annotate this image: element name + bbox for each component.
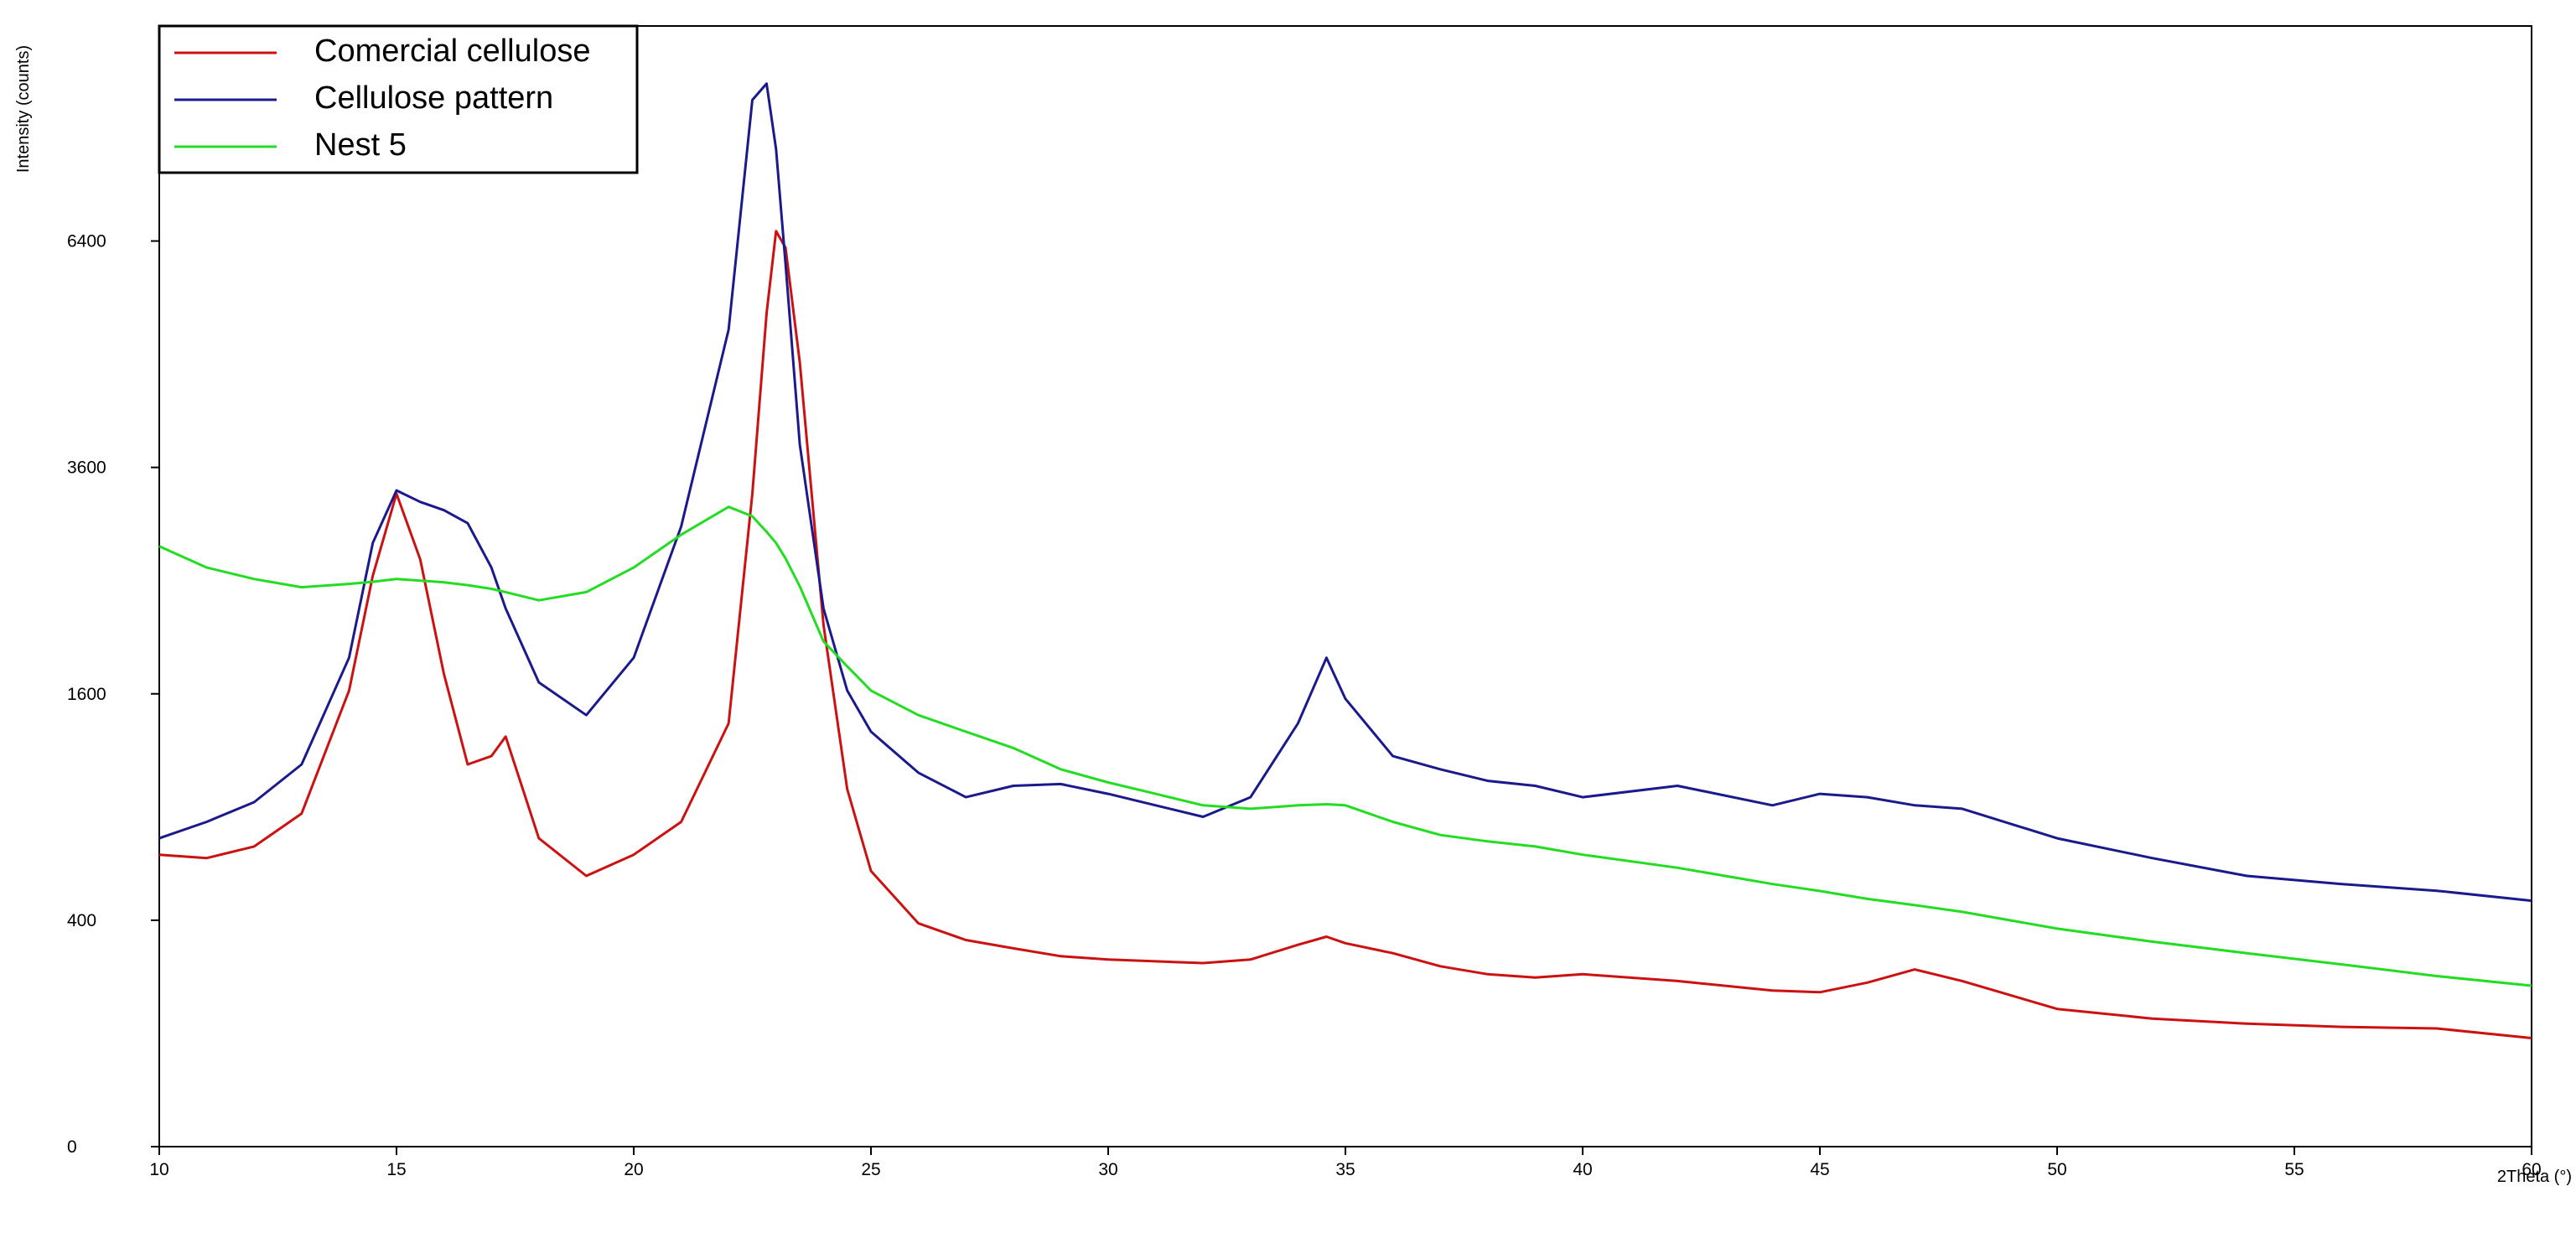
- data-line: [158, 505, 2532, 987]
- x-tick-label: 60: [2522, 1160, 2541, 1179]
- x-tick-label: 15: [386, 1160, 406, 1179]
- x-axis-title: 2Theta (°): [2497, 1168, 2572, 1186]
- y-tick-label: 1600: [67, 685, 106, 704]
- legend-label: Comercial cellulose: [314, 34, 590, 69]
- y-tick-label: 3600: [67, 458, 106, 478]
- x-tick-label: 20: [624, 1160, 643, 1179]
- x-tick-label: 35: [1335, 1160, 1355, 1179]
- plot-frame: [158, 25, 2532, 1147]
- y-tick-label: 0: [67, 1137, 77, 1157]
- legend-label: Cellulose pattern: [314, 80, 553, 116]
- x-tick-label: 55: [2284, 1160, 2304, 1179]
- y-tick-label: 6400: [67, 232, 106, 251]
- x-tick-label: 45: [1810, 1160, 1829, 1179]
- x-tick-label: 10: [149, 1160, 168, 1179]
- data-line: [158, 82, 2532, 903]
- data-line: [158, 230, 2532, 1039]
- x-tick-label: 30: [1098, 1160, 1117, 1179]
- legend: Comercial cellulose Cellulose pattern Nest…: [158, 24, 639, 174]
- x-tick-label: 40: [1573, 1160, 1592, 1179]
- x-tick-label: 25: [861, 1160, 880, 1179]
- y-tick-label: 400: [67, 911, 96, 930]
- x-tick-label: 50: [2047, 1160, 2066, 1179]
- y-axis-title: Intensity (counts): [14, 45, 33, 173]
- legend-label: Nest 5: [314, 127, 407, 163]
